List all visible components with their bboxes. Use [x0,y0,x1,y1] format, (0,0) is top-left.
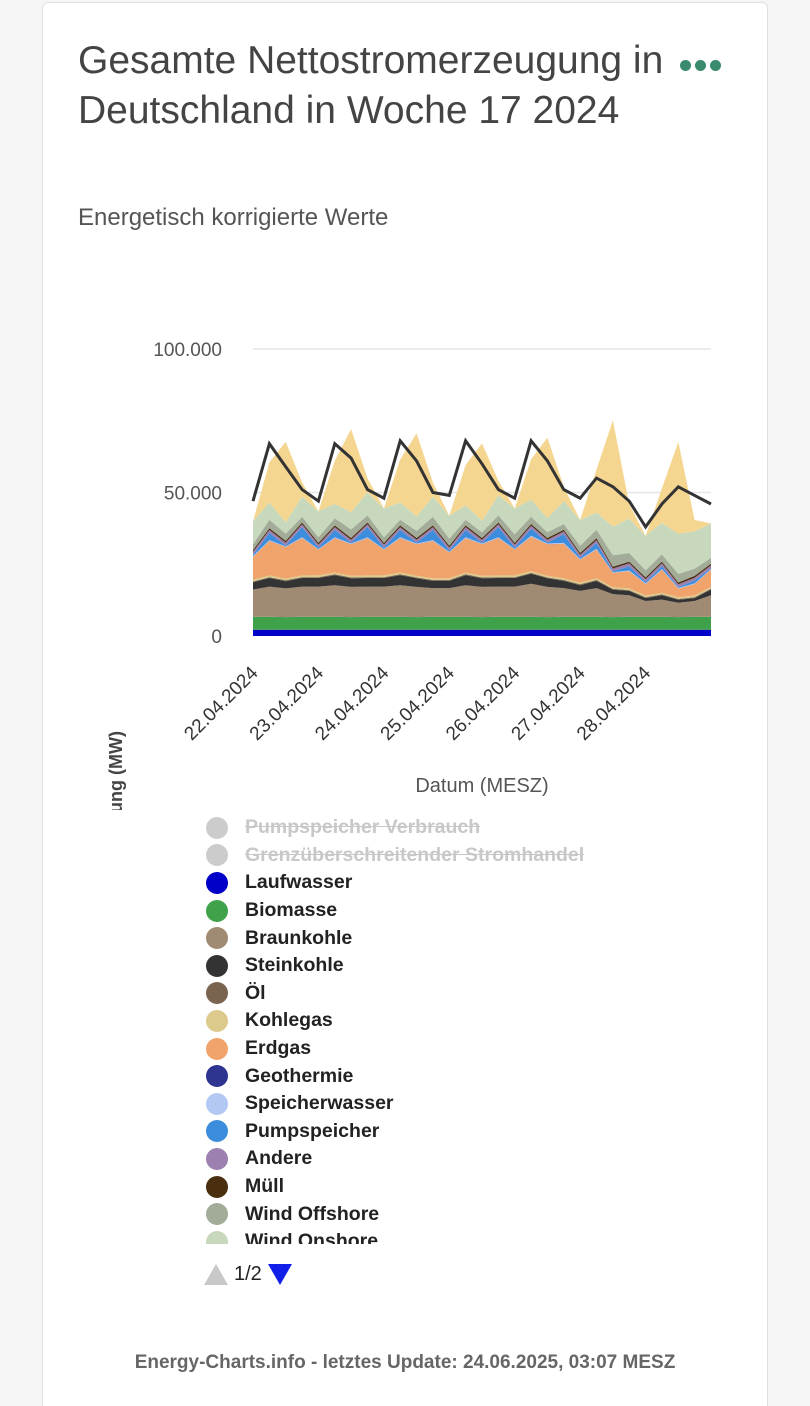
area-erdgas[interactable] [253,536,711,598]
legend-item[interactable]: Pumpspeicher Verbrauch [206,814,656,842]
legend-item[interactable]: Biomasse [206,897,656,925]
stacked-areas [253,420,711,636]
legend-item-label: Steinkohle [245,954,344,977]
chart-card [42,2,768,1406]
chart-area: 0 50.000 100.000 22.04.202423.04.202424.04… [106,340,712,810]
legend-item[interactable]: Andere [206,1145,656,1173]
legend-item[interactable]: Speicherwasser [206,1090,656,1118]
legend-item[interactable]: Müll [206,1173,656,1201]
legend-item[interactable]: Wind Offshore [206,1200,656,1228]
chart-title: Gesamte Nettostromerzeugung in Deutschla… [78,39,664,132]
load-line [251,437,712,530]
legend-swatch-icon [206,1120,228,1143]
legend: Pumpspeicher Verbrauch Grenzüberschreiten… [206,814,656,1244]
legend-swatch-icon [206,1009,228,1032]
legend-item[interactable]: Kohlegas [206,1007,656,1035]
legend-item-label: Wind Offshore [245,1202,380,1225]
legend-item-label: Pumpspeicher [245,1119,380,1142]
legend-item-label: Grenzüberschreitender Stromhandel [245,843,585,866]
legend-item[interactable]: Braunkohle [206,924,656,952]
y-tick-label: 0 [211,627,222,648]
y-axis: 0 50.000 100.000 [153,340,222,648]
legend-item[interactable]: Geothermie [206,1062,656,1090]
area-geothermie[interactable] [253,536,711,589]
legend-swatch-icon [206,899,228,922]
legend-item-label: Andere [245,1147,313,1170]
legend-swatch-icon [206,927,228,950]
area-kohlegas[interactable] [253,571,711,599]
legend-swatch-icon [206,1092,228,1115]
pager-down-arrow-icon[interactable] [267,1264,292,1285]
menu-dot-icon [695,59,706,71]
legend-item-label: Laufwasser [245,871,353,894]
legend-item[interactable]: Grenzüberschreitender Stromhandel [206,842,656,870]
line-load[interactable] [251,437,712,530]
legend-swatch-icon [206,1037,228,1060]
legend-item[interactable]: Steinkohle [206,952,656,980]
legend-item[interactable]: Pumpspeicher [206,1118,656,1146]
legend-swatch-icon [206,844,228,867]
area-öl[interactable] [253,572,711,600]
legend-swatch-icon [206,982,228,1005]
area-speicherwasser[interactable] [253,535,711,589]
legend-item[interactable]: Wind Onshore [206,1228,656,1244]
y-tick-label: 50.000 [164,484,222,505]
area-laufwasser[interactable] [253,629,711,636]
area-steinkohle[interactable] [253,573,711,603]
menu-dot-icon [710,59,721,71]
legend-item-label: Wind Onshore [245,1230,379,1244]
legend-swatch-icon [206,816,228,839]
legend-swatch-icon [206,1230,228,1244]
legend-item-label: Biomasse [245,899,338,922]
area-wind-offshore[interactable] [253,515,711,583]
legend-swatch-icon [206,1203,228,1226]
legend-item-label: Speicherwasser [245,1092,394,1115]
menu-dot-icon [680,59,691,71]
chart-subtitle: Energetisch korrigierte Werte [78,204,389,231]
legend-swatch-icon [206,1175,228,1198]
area-pumpspeicher[interactable] [253,527,711,588]
legend-item-label: Kohlegas [245,1009,333,1032]
legend-swatch-icon [206,1147,228,1170]
legend-item-label: Pumpspeicher Verbrauch [245,816,481,839]
pager-text: 1/2 [234,1263,262,1285]
legend-item-label: Müll [245,1175,284,1198]
legend-item-label: Erdgas [245,1037,312,1060]
legend-swatch-icon [206,954,228,977]
x-axis-label: Datum (MESZ) [415,775,548,797]
legend-item-label: Braunkohle [245,926,353,949]
legend-item-label: Geothermie [245,1064,354,1087]
legend-swatch-icon [206,1065,228,1088]
footer-credit: Energy-Charts.info - letztes Update: 24.… [134,1352,676,1373]
area-solar[interactable] [253,420,711,536]
y-tick-label: 100.000 [153,340,222,361]
area-braunkohle[interactable] [253,583,711,618]
area-andere[interactable] [253,524,711,588]
legend-item[interactable]: Laufwasser [206,869,656,897]
legend-item[interactable]: Öl [206,980,656,1008]
y-axis-label: Leistung (MW) [106,731,126,810]
pager-up-arrow-icon[interactable] [204,1264,228,1285]
legend-pager: 1/2 [204,1263,292,1286]
legend-swatch-icon [206,871,228,894]
legend-item-label: Öl [245,981,266,1004]
area-wind-onshore[interactable] [253,492,711,574]
legend-item[interactable]: Erdgas [206,1035,656,1063]
context-menu-button[interactable] [680,55,726,75]
area-biomasse[interactable] [253,616,711,630]
x-axis: 22.04.202423.04.202424.04.202425.04.2024… [180,662,655,744]
